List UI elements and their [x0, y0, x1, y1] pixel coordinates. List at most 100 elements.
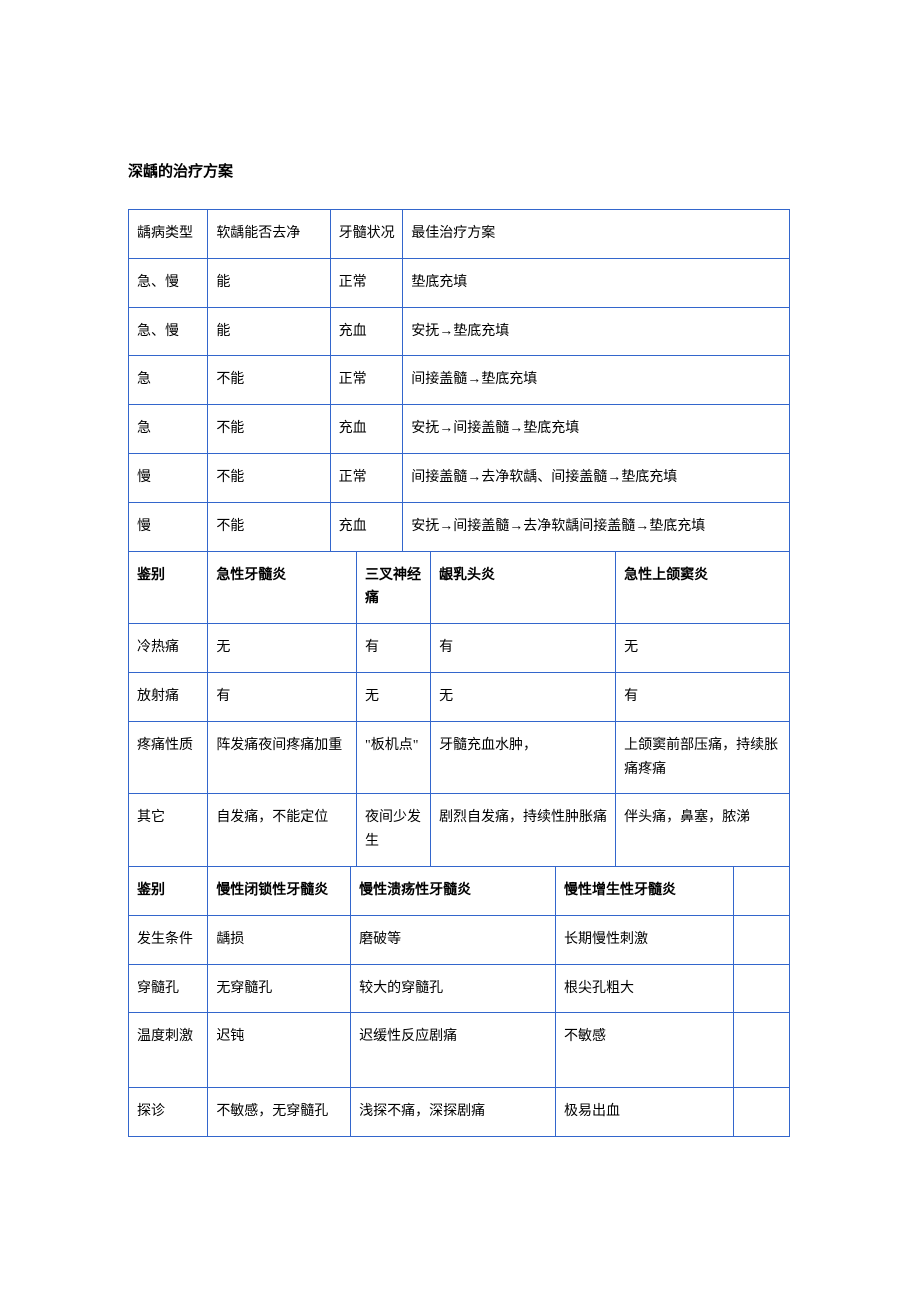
empty-cell	[734, 1013, 790, 1088]
table-row: 冷热痛 无 有 有 无	[129, 624, 790, 673]
col-header: 急性牙髓炎	[208, 551, 357, 624]
cell: 龋损	[208, 915, 351, 964]
cell: 自发痛，不能定位	[208, 794, 357, 867]
col-header: 最佳治疗方案	[403, 210, 790, 259]
table-row: 急、慢 能 充血 安抚→垫底充填	[129, 307, 790, 356]
cell: 放射痛	[129, 672, 208, 721]
cell: 无	[431, 672, 616, 721]
cell: 有	[357, 624, 431, 673]
col-header: 龋病类型	[129, 210, 208, 259]
cell: 慢	[129, 453, 208, 502]
table-row: 穿髓孔 无穿髓孔 较大的穿髓孔 根尖孔粗大	[129, 964, 790, 1013]
col-header: 慢性溃疡性牙髓炎	[351, 866, 556, 915]
cell: 充血	[330, 405, 403, 454]
cell: 浅探不痛，深探剧痛	[351, 1088, 556, 1137]
cell: 无	[357, 672, 431, 721]
cell: 无	[616, 624, 790, 673]
col-header: 鉴别	[129, 866, 208, 915]
cell: 冷热痛	[129, 624, 208, 673]
cell: 极易出血	[555, 1088, 733, 1137]
cell: 慢	[129, 502, 208, 551]
table-row: 急 不能 充血 安抚→间接盖髓→垫底充填	[129, 405, 790, 454]
cell: 充血	[330, 307, 403, 356]
treatment-plan-table: 龋病类型 软龋能否去净 牙髓状况 最佳治疗方案 急、慢 能 正常 垫底充填 急、…	[128, 209, 790, 552]
cell: 有	[616, 672, 790, 721]
cell: 急、慢	[129, 258, 208, 307]
cell: 温度刺激	[129, 1013, 208, 1088]
table-row: 慢 不能 正常 间接盖髓→去净软龋、间接盖髓→垫底充填	[129, 453, 790, 502]
empty-cell	[734, 866, 790, 915]
cell: 急	[129, 356, 208, 405]
col-header: 急性上颌窦炎	[616, 551, 790, 624]
cell: "板机点"	[357, 721, 431, 794]
cell: 穿髓孔	[129, 964, 208, 1013]
table-row: 温度刺激 迟钝 迟缓性反应剧痛 不敏感	[129, 1013, 790, 1088]
cell: 不能	[208, 356, 330, 405]
empty-cell	[734, 964, 790, 1013]
table-header-row: 龋病类型 软龋能否去净 牙髓状况 最佳治疗方案	[129, 210, 790, 259]
cell: 能	[208, 307, 330, 356]
cell: 较大的穿髓孔	[351, 964, 556, 1013]
cell: 不敏感，无穿髓孔	[208, 1088, 351, 1137]
empty-cell	[734, 1088, 790, 1137]
cell: 不能	[208, 502, 330, 551]
cell: 无穿髓孔	[208, 964, 351, 1013]
cell: 不能	[208, 453, 330, 502]
cell: 阵发痛夜间疼痛加重	[208, 721, 357, 794]
cell: 间接盖髓→垫底充填	[403, 356, 790, 405]
differential-diagnosis-table-1: 鉴别 急性牙髓炎 三叉神经痛 龈乳头炎 急性上颌窦炎 冷热痛 无 有 有 无 放…	[128, 551, 790, 867]
document-page: 深龋的治疗方案 龋病类型 软龋能否去净 牙髓状况 最佳治疗方案 急、慢 能 正常…	[0, 0, 920, 1197]
table-row: 探诊 不敏感，无穿髓孔 浅探不痛，深探剧痛 极易出血	[129, 1088, 790, 1137]
cell: 迟缓性反应剧痛	[351, 1013, 556, 1088]
table-row: 急 不能 正常 间接盖髓→垫底充填	[129, 356, 790, 405]
table-row: 慢 不能 充血 安抚→间接盖髓→去净软龋间接盖髓→垫底充填	[129, 502, 790, 551]
cell: 伴头痛，鼻塞，脓涕	[616, 794, 790, 867]
cell: 其它	[129, 794, 208, 867]
cell: 能	[208, 258, 330, 307]
cell: 长期慢性刺激	[555, 915, 733, 964]
cell: 急、慢	[129, 307, 208, 356]
cell: 不能	[208, 405, 330, 454]
cell: 上颌窦前部压痛，持续胀痛疼痛	[616, 721, 790, 794]
differential-diagnosis-table-2: 鉴别 慢性闭锁性牙髓炎 慢性溃疡性牙髓炎 慢性增生性牙髓炎 发生条件 龋损 磨破…	[128, 866, 790, 1137]
cell: 安抚→垫底充填	[403, 307, 790, 356]
table-header-row: 鉴别 急性牙髓炎 三叉神经痛 龈乳头炎 急性上颌窦炎	[129, 551, 790, 624]
cell: 正常	[330, 258, 403, 307]
page-title: 深龋的治疗方案	[128, 160, 790, 181]
col-header: 慢性闭锁性牙髓炎	[208, 866, 351, 915]
table-header-row: 鉴别 慢性闭锁性牙髓炎 慢性溃疡性牙髓炎 慢性增生性牙髓炎	[129, 866, 790, 915]
cell: 间接盖髓→去净软龋、间接盖髓→垫底充填	[403, 453, 790, 502]
table-row: 其它 自发痛，不能定位 夜间少发生 剧烈自发痛，持续性肿胀痛 伴头痛，鼻塞，脓涕	[129, 794, 790, 867]
cell: 急	[129, 405, 208, 454]
empty-cell	[734, 915, 790, 964]
cell: 有	[208, 672, 357, 721]
table-row: 放射痛 有 无 无 有	[129, 672, 790, 721]
cell: 根尖孔粗大	[555, 964, 733, 1013]
cell: 安抚→间接盖髓→垫底充填	[403, 405, 790, 454]
cell: 不敏感	[555, 1013, 733, 1088]
cell: 正常	[330, 453, 403, 502]
cell: 垫底充填	[403, 258, 790, 307]
table-row: 发生条件 龋损 磨破等 长期慢性刺激	[129, 915, 790, 964]
cell: 剧烈自发痛，持续性肿胀痛	[431, 794, 616, 867]
cell: 无	[208, 624, 357, 673]
col-header: 软龋能否去净	[208, 210, 330, 259]
col-header: 龈乳头炎	[431, 551, 616, 624]
cell: 夜间少发生	[357, 794, 431, 867]
cell: 探诊	[129, 1088, 208, 1137]
cell: 发生条件	[129, 915, 208, 964]
col-header: 三叉神经痛	[357, 551, 431, 624]
cell: 疼痛性质	[129, 721, 208, 794]
cell: 正常	[330, 356, 403, 405]
table-row: 急、慢 能 正常 垫底充填	[129, 258, 790, 307]
cell: 迟钝	[208, 1013, 351, 1088]
col-header: 鉴别	[129, 551, 208, 624]
cell: 有	[431, 624, 616, 673]
cell: 安抚→间接盖髓→去净软龋间接盖髓→垫底充填	[403, 502, 790, 551]
col-header: 慢性增生性牙髓炎	[555, 866, 733, 915]
cell: 牙髓充血水肿，	[431, 721, 616, 794]
cell: 充血	[330, 502, 403, 551]
col-header: 牙髓状况	[330, 210, 403, 259]
cell: 磨破等	[351, 915, 556, 964]
table-row: 疼痛性质 阵发痛夜间疼痛加重 "板机点" 牙髓充血水肿， 上颌窦前部压痛，持续胀…	[129, 721, 790, 794]
